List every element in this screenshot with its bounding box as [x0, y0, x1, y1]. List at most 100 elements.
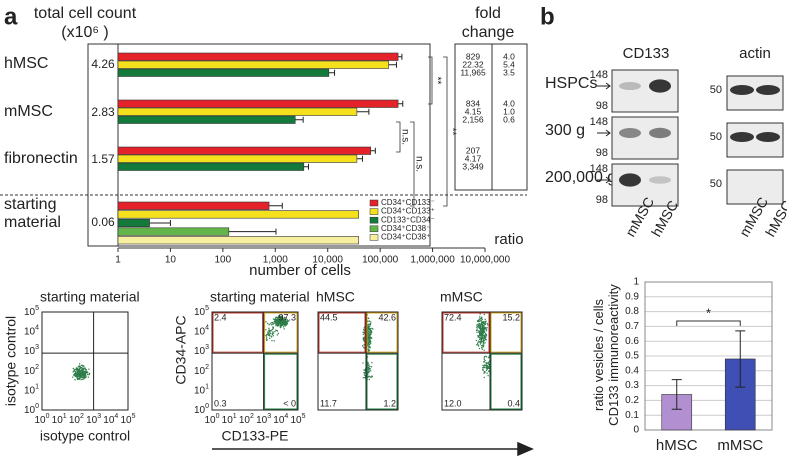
x-axis-label: CD133-PE	[222, 428, 289, 444]
blot-band	[649, 127, 671, 139]
y-tick-label: 104	[24, 324, 39, 337]
size-marker: 148	[590, 116, 608, 128]
category-label: hMSC	[4, 55, 49, 72]
event-dot	[369, 365, 371, 368]
bar	[117, 227, 230, 236]
significance-label: **	[431, 77, 442, 85]
tick-base: 10	[24, 385, 36, 396]
event-dot	[285, 317, 287, 319]
event-dot	[73, 368, 76, 371]
event-dot	[274, 322, 276, 324]
event-dot	[82, 369, 84, 371]
flow-plot	[441, 311, 523, 411]
event-dot	[369, 341, 372, 343]
tick-exponent: 4	[284, 413, 288, 420]
y-tick-label: 105	[24, 305, 39, 318]
event-dot	[72, 367, 75, 370]
error-bar	[356, 155, 363, 162]
bar	[117, 210, 360, 219]
panel-label: a	[4, 3, 18, 30]
event-dot	[486, 366, 488, 369]
event-dot	[484, 359, 486, 362]
event-dot	[275, 316, 277, 318]
flow-title: hMSC	[316, 289, 355, 305]
event-dot	[483, 344, 485, 346]
quadrant-percent: 44.5	[320, 312, 338, 322]
significance-bracket	[396, 121, 401, 153]
band-arrow	[597, 82, 611, 90]
tick-exponent: 1	[233, 413, 237, 420]
quadrant-gate	[490, 353, 522, 410]
event-dot	[477, 341, 479, 344]
event-dot	[483, 349, 485, 351]
event-dot	[367, 320, 369, 322]
event-dot	[85, 375, 87, 377]
cell-count: 1.57	[91, 152, 115, 166]
tick-base: 10	[86, 415, 98, 426]
event-dot	[367, 336, 369, 338]
event-dot	[481, 332, 484, 334]
event-dot	[482, 367, 484, 369]
event-dot	[482, 369, 484, 371]
band-arrow	[597, 176, 611, 184]
event-dot	[484, 327, 487, 329]
event-dot	[282, 326, 285, 328]
event-dot	[76, 378, 79, 381]
y-tick-label: 0.9	[625, 291, 639, 302]
event-dot	[481, 338, 484, 340]
y-axis-label: CD34-APC	[173, 315, 189, 384]
fold-change-value: 3,349	[462, 161, 484, 171]
y-tick-label: 101	[194, 383, 209, 396]
event-dot	[484, 318, 486, 321]
event-dot	[85, 369, 88, 371]
event-dot	[477, 340, 480, 342]
event-dot	[286, 318, 288, 321]
bar	[117, 236, 360, 245]
event-dot	[270, 336, 273, 338]
plot-frame	[644, 281, 773, 431]
event-dot	[477, 330, 479, 332]
y-tick-label: 103	[24, 344, 39, 357]
event-dot	[272, 331, 274, 333]
quadrant-percent: 0.3	[214, 398, 227, 408]
x-tick-label: 105	[120, 413, 135, 426]
event-dot	[275, 329, 277, 331]
event-dot	[78, 363, 81, 365]
event-dot	[482, 346, 485, 348]
tick-exponent: 3	[205, 344, 209, 351]
event-dot	[485, 338, 487, 341]
cell-count: 0.06	[91, 215, 115, 229]
event-dot	[284, 319, 286, 322]
event-dot	[483, 339, 485, 341]
event-dot	[270, 333, 272, 335]
category-label: starting material	[4, 196, 61, 231]
event-dot	[72, 376, 74, 378]
event-dot	[370, 321, 372, 323]
y-tick-label: 0.4	[625, 365, 639, 376]
event-dot	[482, 337, 485, 340]
event-dot	[478, 323, 480, 326]
event-dot	[484, 333, 487, 336]
event-dot	[73, 374, 75, 376]
event-dot	[75, 367, 77, 369]
blot-row-label: HSPCs	[545, 75, 597, 92]
flow-title: mMSC	[440, 289, 483, 305]
event-dot	[268, 330, 270, 333]
y-tick-label: 105	[194, 305, 209, 318]
tick-exponent: 2	[205, 364, 209, 371]
event-dot	[276, 316, 278, 319]
event-dot	[362, 339, 365, 341]
event-dot	[78, 370, 80, 373]
event-dot	[277, 319, 279, 321]
event-dot	[362, 333, 365, 336]
event-dot	[483, 372, 485, 374]
x-tick-label: 103	[256, 413, 271, 426]
event-dot	[74, 371, 77, 373]
event-dot	[488, 363, 490, 366]
x-tick-label: mMSC	[717, 437, 763, 454]
quadrant-percent: < 0	[283, 398, 296, 408]
event-dot	[478, 327, 480, 329]
event-dot	[486, 362, 488, 364]
event-dot	[478, 336, 480, 338]
event-dot	[484, 337, 486, 340]
